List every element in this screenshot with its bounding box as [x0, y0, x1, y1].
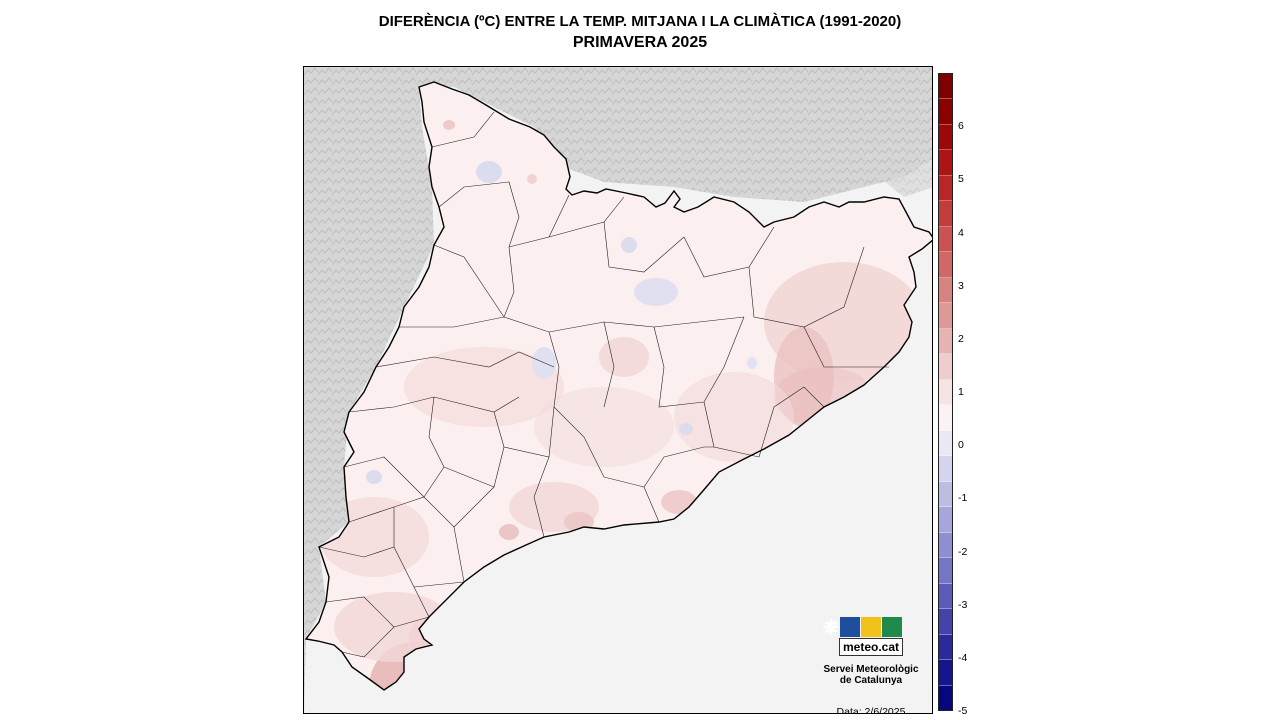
- legend-tick-label: -1: [958, 492, 968, 505]
- legend-tick-label: -4: [958, 651, 968, 664]
- legend-color-cell: [939, 456, 952, 482]
- legend-tick-label: 0: [958, 439, 964, 452]
- legend-tick-label: 2: [958, 332, 964, 345]
- legend-color-cell: [939, 201, 952, 227]
- legend-color-cell: [939, 405, 952, 431]
- legend-color-cell: [939, 277, 952, 304]
- map-frame[interactable]: meteo.cat Servei Meteorològic de Catalun…: [303, 66, 933, 714]
- legend-tick-label: -2: [958, 545, 968, 558]
- legend-color-cell: [939, 430, 952, 457]
- bars-icon: [825, 617, 860, 637]
- logo-icons: [821, 617, 921, 637]
- legend-color-cell: [939, 175, 952, 202]
- legend-color-cell: [939, 252, 952, 278]
- legend-tick-label: 1: [958, 386, 964, 398]
- legend-color-cell: [939, 532, 952, 559]
- legend-tick-label: -3: [958, 598, 968, 611]
- organization-line-2: de Catalunya: [839, 675, 903, 686]
- legend-color-cell: [939, 226, 952, 253]
- map-date: Data: 2/6/2025: [836, 706, 906, 714]
- legend-color-cell: [939, 99, 952, 125]
- legend-color-cell: [939, 481, 952, 508]
- legend-color-cell: [939, 634, 952, 661]
- legend-color-cell: [939, 558, 952, 584]
- legend-color-cell: [939, 609, 952, 635]
- legend-color-cell: [939, 379, 952, 406]
- legend-color-cell: [939, 583, 952, 610]
- legend-tick-label: 3: [958, 279, 964, 292]
- legend-color-cell: [939, 124, 952, 151]
- comarca-boundaries: [318, 111, 889, 658]
- title-block: DIFERÈNCIA (ºC) ENTRE LA TEMP. MITJANA I…: [0, 12, 1280, 54]
- logo-block: meteo.cat Servei Meteorològic de Catalun…: [821, 617, 921, 714]
- legend-color-cell: [939, 150, 952, 176]
- legend-color-cell: [939, 354, 952, 380]
- sun-icon: [823, 617, 881, 637]
- legend-color-cell: [939, 328, 952, 355]
- legend-color-cell: [939, 685, 952, 711]
- legend-color-cell: [939, 303, 952, 329]
- logo-wordmark: meteo.cat: [839, 638, 903, 656]
- map-title: DIFERÈNCIA (ºC) ENTRE LA TEMP. MITJANA I…: [378, 13, 902, 30]
- legend-tick-label: 4: [958, 226, 964, 239]
- legend-color-cell: [939, 74, 952, 100]
- organization-line-1: Servei Meteorològic: [823, 664, 919, 675]
- color-legend-bar: [938, 73, 953, 711]
- legend-tick-label: 6: [958, 120, 964, 133]
- legend-color-cell: [939, 660, 952, 686]
- legend-tick-label: -5: [958, 705, 968, 717]
- catalonia-anomaly-map: [304, 67, 932, 713]
- map-subtitle: PRIMAVERA 2025: [572, 34, 708, 51]
- organization-name: Servei Meteorològic de Catalunya: [821, 664, 921, 686]
- legend-tick-label: 5: [958, 173, 964, 186]
- legend-color-cell: [939, 507, 952, 533]
- map-outline-icon: [825, 617, 902, 637]
